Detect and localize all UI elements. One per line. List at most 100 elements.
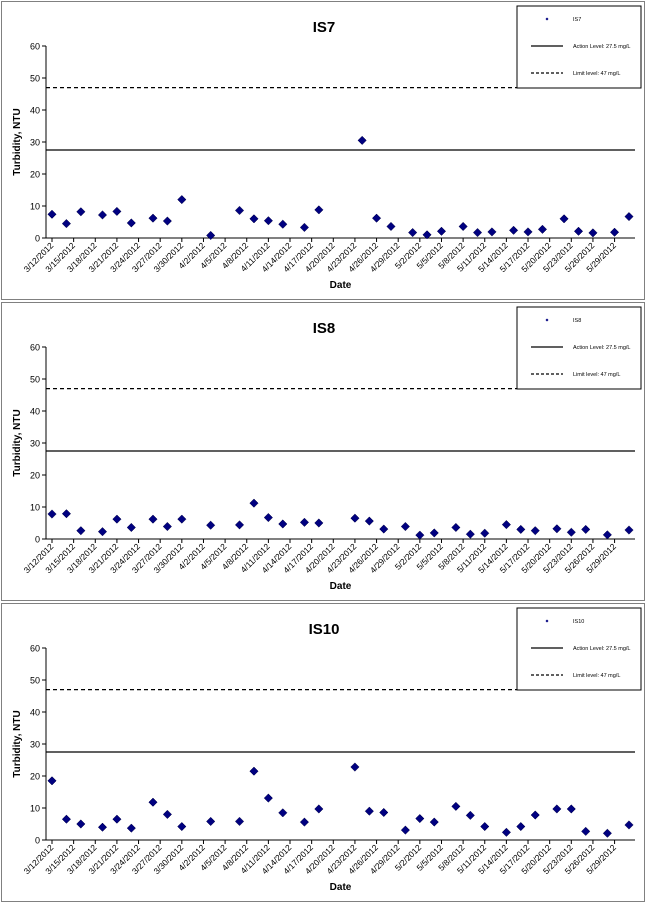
data-point	[263, 793, 273, 803]
data-point	[530, 810, 540, 820]
data-point	[162, 809, 172, 819]
y-tick-label: 10	[30, 503, 40, 513]
data-point	[350, 513, 360, 523]
data-point	[76, 819, 86, 829]
y-axis-label: Turbidity, NTU	[12, 108, 23, 175]
chart-title: IS10	[309, 621, 340, 638]
data-point	[126, 823, 136, 833]
legend-marker-swatch	[545, 619, 549, 623]
legend-marker-swatch	[545, 17, 549, 21]
data-point	[602, 828, 612, 838]
data-point	[472, 228, 483, 238]
data-point	[278, 519, 288, 529]
data-point	[581, 524, 591, 534]
data-point	[47, 209, 57, 219]
data-point	[148, 797, 158, 807]
data-point	[364, 806, 374, 816]
y-tick-label: 40	[30, 407, 40, 417]
legend-box	[516, 607, 642, 691]
data-point	[206, 230, 216, 240]
y-axis-label: Turbidity, NTU	[12, 710, 23, 777]
data-point	[372, 213, 382, 223]
legend-entry-label: Limit level: 47 mg/L	[573, 71, 620, 77]
legend-marker-swatch	[545, 318, 549, 322]
data-point	[61, 219, 71, 229]
chart-panel-is8: IS8 0 10 20 30 40 50 60 3/12/2012 3/15/2012 3/18/2…	[1, 302, 645, 601]
y-tick-label: 30	[30, 439, 40, 449]
data-point	[97, 822, 108, 832]
data-point	[465, 529, 475, 539]
data-point	[206, 816, 216, 826]
data-point	[379, 807, 389, 818]
chart-title: IS7	[313, 19, 336, 36]
data-point	[278, 219, 288, 229]
data-point	[148, 514, 158, 524]
data-point	[299, 517, 309, 527]
chart-is10: IS1001020304050603/12/20123/15/20123/18/…	[12, 607, 642, 893]
y-tick-label: 0	[35, 836, 40, 846]
legend-entry-label: Limit level: 47 mg/L	[573, 372, 620, 378]
legend-entry-label: IS7	[573, 17, 581, 23]
y-tick-label: 0	[35, 234, 40, 244]
x-axis-label: Date	[330, 581, 352, 592]
data-point	[206, 520, 216, 530]
y-tick-label: 60	[30, 644, 40, 654]
legend-entry-label: Limit level: 47 mg/L	[573, 673, 620, 679]
y-tick-label: 30	[30, 138, 40, 148]
y-tick-label: 50	[30, 375, 40, 385]
data-point	[624, 212, 634, 222]
data-point	[249, 214, 259, 224]
data-point	[177, 195, 187, 205]
data-point	[501, 520, 511, 530]
data-point	[400, 825, 410, 835]
y-tick-label: 40	[30, 708, 40, 718]
data-point	[162, 216, 172, 226]
data-point	[249, 766, 259, 776]
data-point	[177, 822, 187, 832]
data-point	[480, 528, 490, 538]
data-point	[429, 817, 439, 827]
data-point	[458, 221, 468, 232]
y-tick-label: 0	[35, 535, 40, 545]
data-point	[530, 526, 540, 536]
data-point	[559, 214, 569, 224]
y-tick-label: 20	[30, 772, 40, 782]
data-point	[451, 522, 461, 533]
data-point	[465, 810, 475, 820]
data-point	[126, 218, 136, 228]
data-point	[76, 526, 86, 536]
data-point	[408, 228, 418, 238]
data-point	[602, 530, 612, 540]
data-point	[234, 205, 245, 216]
y-tick-label: 40	[30, 106, 40, 116]
y-tick-label: 10	[30, 202, 40, 212]
data-point	[249, 498, 259, 508]
data-point	[177, 514, 187, 524]
data-point	[350, 762, 360, 772]
chart-is8: IS801020304050603/12/20123/15/20123/18/2…	[12, 306, 642, 592]
data-point	[263, 513, 273, 523]
chart-is7: IS701020304050603/12/20123/15/20123/18/2…	[12, 5, 642, 291]
data-point	[386, 221, 396, 232]
data-point	[516, 524, 526, 534]
data-point	[581, 826, 591, 836]
data-point	[436, 226, 447, 236]
data-point	[552, 524, 562, 534]
legend-entry-label: Action Level: 27.5 mg/L	[573, 44, 630, 50]
data-point	[234, 520, 245, 530]
data-point	[566, 527, 576, 537]
data-point	[610, 227, 620, 237]
data-point	[61, 509, 71, 519]
y-tick-label: 60	[30, 42, 40, 52]
data-point	[516, 822, 526, 832]
data-point	[422, 230, 432, 240]
y-tick-label: 10	[30, 804, 40, 814]
data-point	[429, 528, 439, 538]
chart-panel-is10: IS10 0 10 20 30 40 50 60 3/12/2012 3/15/2012 3/18/…	[1, 603, 645, 902]
data-point	[523, 227, 533, 237]
y-tick-label: 20	[30, 170, 40, 180]
data-point	[278, 808, 288, 818]
data-point	[480, 822, 490, 832]
data-point	[400, 521, 410, 532]
data-point	[501, 827, 511, 837]
